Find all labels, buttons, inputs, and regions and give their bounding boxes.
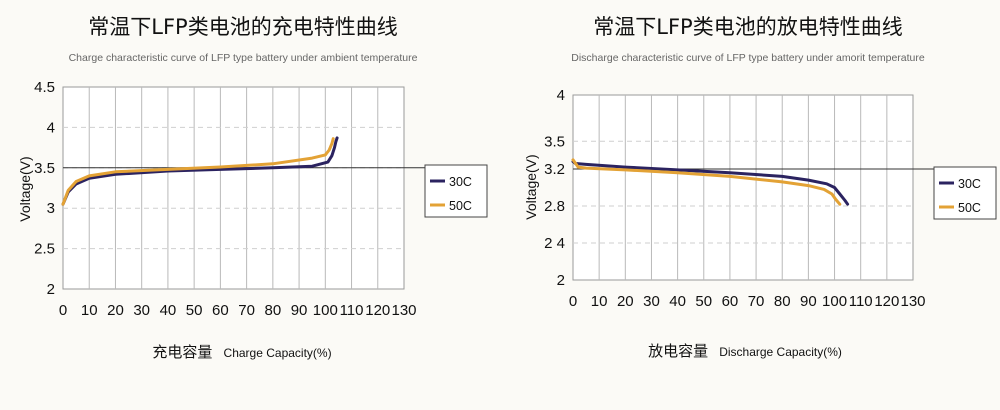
charge-x-tick-label: 110	[340, 302, 364, 319]
charge-x-tick-label: 20	[107, 302, 124, 319]
charge-x-tick-label: 0	[59, 302, 67, 319]
discharge-x-tick-label: 20	[617, 293, 634, 310]
discharge-x-tick-label: 120	[874, 293, 899, 310]
charge-x-tick-label: 40	[160, 302, 177, 319]
discharge-y-tick-label: 4	[557, 87, 565, 104]
discharge-x-axis-label-cn: 放电容量	[648, 342, 708, 360]
discharge-x-axis-label-en: Discharge Capacity(%)	[719, 345, 842, 359]
charge-legend-box	[424, 164, 488, 218]
discharge-plot-area	[572, 94, 914, 281]
discharge-x-tick-label: 10	[591, 293, 608, 310]
discharge-x-tick-label: 90	[800, 293, 817, 310]
discharge-y-tick-label: 2.8	[544, 198, 565, 215]
charge-x-tick-label: 80	[265, 302, 282, 319]
plot-layer: 0 10 20 30 40 50 60 70 80 90 100 110 120 13022.533.54…	[34, 79, 997, 319]
discharge-legend-label-50c: 50C	[958, 201, 981, 215]
charge-y-tick-label: 2	[47, 281, 55, 298]
charge-series-line-50c	[61, 137, 335, 206]
charge-x-tick-label: 100	[313, 302, 338, 319]
charge-series-line-30c	[61, 136, 339, 206]
charge-x-tick-label: 70	[238, 302, 255, 319]
charge-chart-subtitle: Charge characteristic curve of LFP type …	[69, 52, 418, 64]
charge-x-tick-label: 130	[391, 302, 416, 319]
discharge-x-tick-label: 40	[669, 293, 686, 310]
discharge-x-axis-label: 放电容量 Discharge Capacity(%)	[648, 341, 842, 360]
discharge-legend-label-30c: 30C	[958, 177, 981, 191]
discharge-x-tick-label: 130	[900, 293, 925, 310]
charge-chart-title: 常温下LFP类电池的充电特性曲线	[88, 15, 397, 39]
charge-y-tick-label: 4	[47, 119, 55, 136]
discharge-y-axis-label: Voltage(V)	[523, 154, 539, 219]
charge-plot-area	[62, 86, 405, 290]
charge-y-axis-label: Voltage(V)	[17, 156, 33, 221]
discharge-y-tick-label: 3.5	[544, 133, 565, 150]
discharge-chart-subtitle: Discharge characteristic curve of LFP ty…	[571, 52, 925, 64]
charge-x-tick-label: 30	[133, 302, 150, 319]
discharge-series-line-30c	[571, 160, 850, 206]
charge-x-axis-label-cn: 充电容量	[152, 343, 212, 361]
discharge-y-tick-label: 2	[557, 272, 565, 289]
discharge-x-tick-label: 80	[774, 293, 791, 310]
discharge-legend-box	[933, 166, 997, 220]
discharge-y-tick-label: 3.2	[544, 161, 565, 178]
charge-x-tick-label: 60	[212, 302, 229, 319]
discharge-x-tick-label: 110	[849, 293, 873, 310]
charge-x-axis-label-en: Charge Capacity(%)	[224, 346, 332, 360]
charge-y-tick-label: 4.5	[34, 79, 55, 96]
discharge-x-tick-label: 0	[569, 293, 577, 310]
discharge-series-line-50c	[571, 158, 842, 206]
discharge-x-tick-label: 100	[822, 293, 847, 310]
charge-legend-label-30c: 30C	[449, 175, 472, 189]
charge-x-tick-label: 50	[186, 302, 203, 319]
charge-y-tick-label: 3.5	[34, 160, 55, 177]
discharge-x-tick-label: 30	[643, 293, 660, 310]
charge-x-tick-label: 90	[291, 302, 308, 319]
discharge-x-tick-label: 50	[695, 293, 712, 310]
charge-y-tick-label: 3	[47, 200, 55, 217]
charge-y-tick-label: 2.5	[34, 241, 55, 258]
charge-x-tick-label: 10	[81, 302, 98, 319]
discharge-x-tick-label: 70	[748, 293, 765, 310]
discharge-chart-title: 常温下LFP类电池的放电特性曲线	[593, 15, 902, 39]
charge-legend-label-50c: 50C	[449, 199, 472, 213]
charge-x-axis-label: 充电容量 Charge Capacity(%)	[152, 342, 331, 361]
charge-x-tick-label: 120	[365, 302, 390, 319]
discharge-y-tick-label: 2 4	[544, 235, 565, 252]
discharge-x-tick-label: 60	[722, 293, 739, 310]
